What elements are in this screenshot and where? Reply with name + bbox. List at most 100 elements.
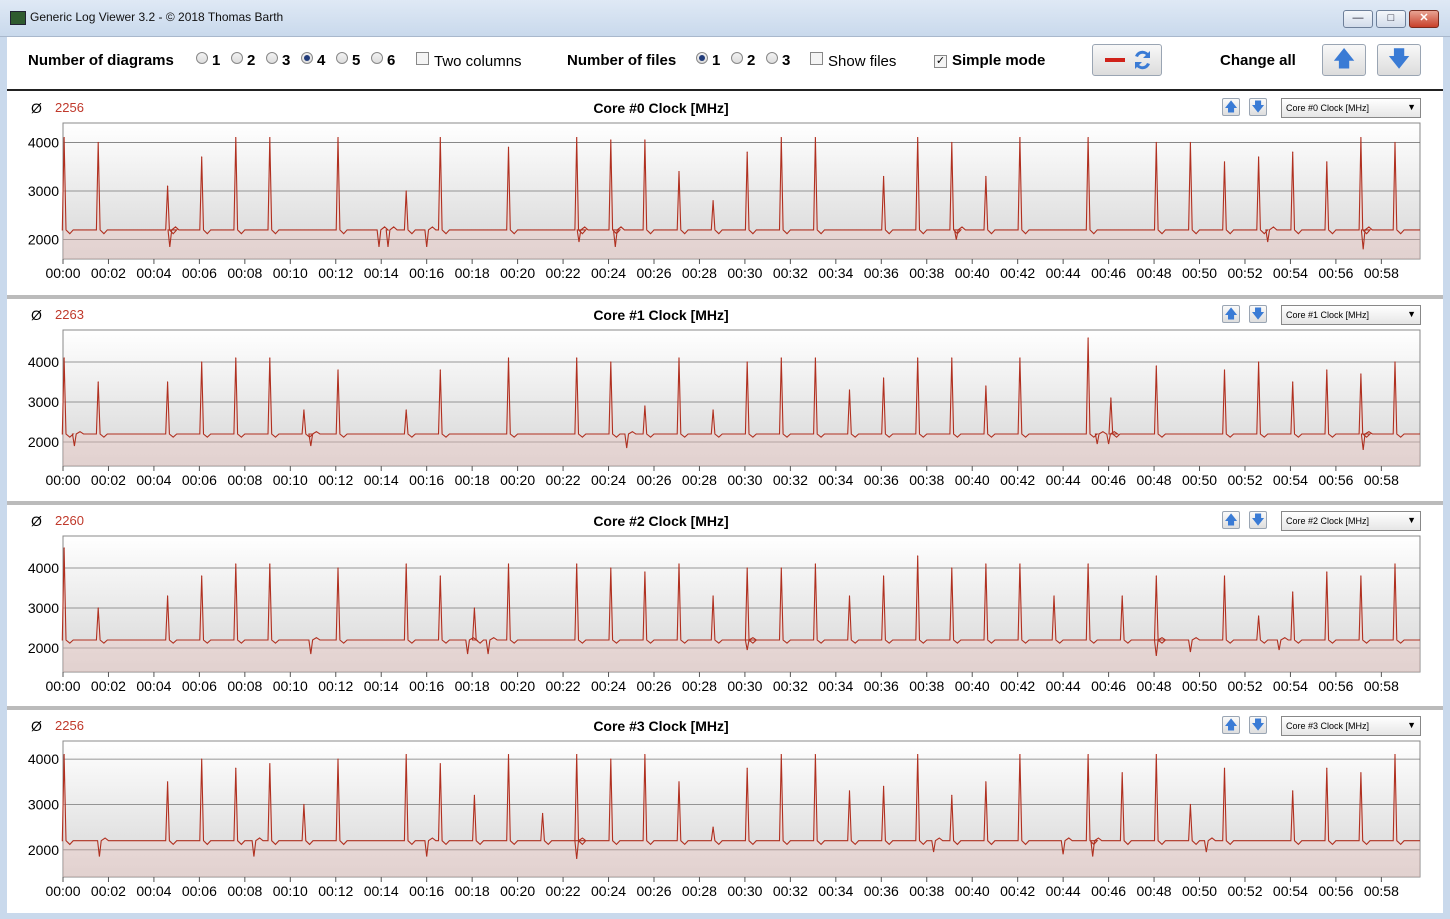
x-tick-label: 00:34	[818, 678, 853, 694]
x-tick-label: 00:48	[1137, 883, 1172, 899]
average-value: 2263	[55, 307, 84, 322]
move-down-button[interactable]: 🡇	[1249, 511, 1267, 529]
spike-point	[678, 563, 680, 565]
arrow-down-icon: 🡇	[1251, 306, 1265, 321]
move-down-button[interactable]: 🡇	[1249, 305, 1267, 323]
sensor-select[interactable]: Core #0 Clock [MHz] ▼	[1281, 98, 1421, 118]
spike-point	[97, 141, 99, 144]
files-radio-3[interactable]: 3	[766, 52, 790, 69]
panel-divider[interactable]	[7, 501, 1443, 505]
move-up-button[interactable]: 🡅	[1222, 716, 1240, 734]
spike-point	[473, 607, 476, 609]
sensor-select[interactable]: Core #3 Clock [MHz] ▼	[1281, 716, 1421, 736]
spike-point	[814, 136, 816, 139]
average-value: 2256	[55, 100, 84, 115]
spike-point	[1258, 615, 1260, 617]
change-all-label: Change all	[1220, 52, 1296, 69]
spike-point	[644, 571, 646, 573]
checkmark-icon: ✓	[934, 55, 947, 68]
files-radio-1[interactable]: 1	[696, 52, 720, 69]
y-tick-label: 4000	[28, 354, 59, 370]
radio-label: 2	[747, 52, 756, 69]
spike-point	[882, 377, 885, 379]
sensor-select[interactable]: Core #2 Clock [MHz] ▼	[1281, 511, 1421, 531]
spike-point	[63, 547, 65, 549]
diagrams-radio-2[interactable]: 2	[231, 52, 255, 69]
panel-divider[interactable]	[7, 295, 1443, 299]
spike-point	[439, 763, 441, 765]
move-down-button[interactable]: 🡇	[1249, 98, 1267, 116]
x-tick-label: 00:48	[1137, 472, 1172, 488]
x-tick-label: 00:16	[409, 265, 444, 281]
spike-point	[1223, 161, 1226, 163]
spike-point	[1394, 754, 1396, 756]
minimize-button[interactable]: —	[1343, 10, 1373, 28]
spike-point	[780, 754, 782, 756]
spike-point	[1223, 575, 1226, 577]
spike-point	[644, 405, 646, 407]
x-tick-label: 00:12	[318, 678, 353, 694]
spike-point	[1189, 803, 1192, 806]
spike-point	[610, 361, 612, 363]
average-symbol: Ø	[31, 718, 42, 734]
move-up-button[interactable]: 🡅	[1222, 305, 1240, 323]
dropdown-arrow-icon: ▼	[1407, 515, 1416, 525]
close-button[interactable]: ✕	[1409, 10, 1439, 28]
x-tick-label: 00:34	[818, 265, 853, 281]
x-tick-label: 00:04	[136, 265, 171, 281]
files-radio-2[interactable]: 2	[731, 52, 755, 69]
diagrams-radio-3[interactable]: 3	[266, 52, 290, 69]
y-tick-label: 3000	[28, 796, 59, 812]
x-tick-label: 00:36	[864, 265, 899, 281]
x-tick-label: 00:56	[1318, 265, 1353, 281]
sensor-select[interactable]: Core #1 Clock [MHz] ▼	[1281, 305, 1421, 325]
x-tick-label: 00:10	[273, 265, 308, 281]
radio-icon	[196, 52, 208, 64]
show-files-checkbox[interactable]: Show files	[810, 52, 896, 70]
x-tick-label: 00:48	[1137, 678, 1172, 694]
diagrams-radio-6[interactable]: 6	[371, 52, 395, 69]
arrow-down-icon: 🡇	[1251, 512, 1265, 527]
spike-point	[576, 357, 578, 359]
move-up-button[interactable]: 🡅	[1222, 511, 1240, 529]
move-all-up-button[interactable]: 🡅	[1322, 44, 1366, 76]
move-all-down-button[interactable]: 🡇	[1377, 44, 1421, 76]
clock-chart: 2000 3000 4000 00:00 00:02 00:04 00:06 00:08 00:…	[28, 535, 1421, 694]
x-tick-label: 00:50	[1182, 472, 1217, 488]
spike-point	[166, 381, 169, 383]
line-style-swap-button[interactable]	[1092, 44, 1162, 76]
arrow-up-icon: 🡅	[1224, 99, 1238, 114]
diagrams-radio-1[interactable]: 1	[196, 52, 220, 69]
spike-point	[507, 754, 510, 756]
move-up-button[interactable]: 🡅	[1222, 98, 1240, 116]
spike-point	[985, 781, 987, 783]
spike-point	[201, 361, 203, 363]
spike-point	[63, 136, 65, 139]
spike-point	[917, 754, 919, 756]
spike-point	[1087, 337, 1089, 339]
x-tick-label: 00:10	[273, 472, 308, 488]
spike-point	[1326, 161, 1328, 163]
simple-mode-checkbox[interactable]: ✓ Simple mode	[934, 52, 1045, 69]
maximize-button[interactable]: □	[1376, 10, 1406, 28]
clock-chart: 2000 3000 4000 00:00 00:02 00:04 00:06 00:08 00:…	[28, 740, 1421, 899]
x-tick-label: 00:54	[1273, 472, 1308, 488]
panel-divider[interactable]	[7, 706, 1443, 710]
two-columns-checkbox[interactable]: Two columns	[416, 52, 522, 70]
radio-label: 6	[387, 52, 396, 69]
x-tick-label: 00:02	[91, 265, 126, 281]
spike-point	[1292, 381, 1294, 383]
checkbox-icon	[810, 52, 823, 65]
spike-point	[746, 151, 748, 153]
x-tick-label: 00:16	[409, 883, 444, 899]
diagrams-radio-5[interactable]: 5	[336, 52, 360, 69]
x-tick-label: 00:30	[727, 678, 762, 694]
simple-mode-label: Simple mode	[952, 52, 1046, 69]
x-tick-label: 00:26	[636, 265, 671, 281]
diagrams-radio-4[interactable]: 4	[301, 52, 325, 69]
spike-point	[712, 826, 714, 828]
x-tick-label: 00:36	[864, 883, 899, 899]
y-tick-label: 3000	[28, 600, 59, 616]
move-down-button[interactable]: 🡇	[1249, 716, 1267, 734]
x-tick-label: 00:14	[364, 883, 399, 899]
